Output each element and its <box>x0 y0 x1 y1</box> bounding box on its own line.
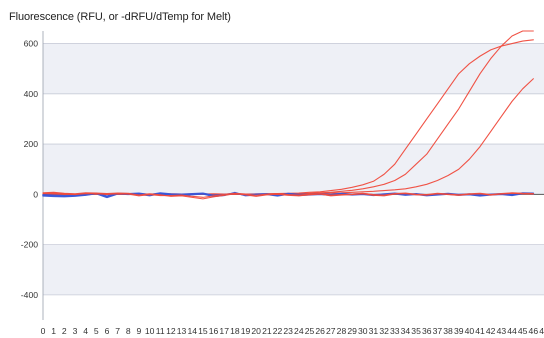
plot-band-1 <box>43 43 544 94</box>
x-tick-label: 16 <box>209 326 219 336</box>
x-tick-label: 23 <box>283 326 293 336</box>
x-tick-label: 41 <box>475 326 485 336</box>
plot-band-2 <box>43 144 544 195</box>
x-tick-label: 34 <box>401 326 411 336</box>
x-tick-label: 37 <box>433 326 443 336</box>
x-tick-label: 1 <box>51 326 56 336</box>
x-tick-label: 19 <box>241 326 251 336</box>
y-tick-label: 400 <box>24 89 39 99</box>
x-tick-label: 3 <box>73 326 78 336</box>
x-tick-label: 39 <box>454 326 464 336</box>
x-tick-label: 32 <box>379 326 389 336</box>
x-tick-label: 45 <box>518 326 528 336</box>
x-tick-label: 5 <box>94 326 99 336</box>
y-tick-label: 0 <box>33 189 38 199</box>
x-tick-label: 27 <box>326 326 336 336</box>
x-tick-label: 12 <box>166 326 176 336</box>
x-tick-label: 30 <box>358 326 368 336</box>
series-line-7[interactable] <box>42 192 534 198</box>
x-tick-label: 7 <box>115 326 120 336</box>
x-tick-label: 9 <box>137 326 142 336</box>
x-tick-label: 28 <box>337 326 347 336</box>
x-tick-label: 47 <box>539 326 544 336</box>
x-tick-label: 8 <box>126 326 131 336</box>
x-tick-label: 29 <box>347 326 357 336</box>
x-tick-label: 14 <box>187 326 197 336</box>
x-tick-label: 38 <box>443 326 453 336</box>
y-tick-label: 200 <box>24 139 39 149</box>
x-tick-label: 44 <box>507 326 517 336</box>
x-tick-label: 20 <box>251 326 261 336</box>
x-tick-label: 21 <box>262 326 272 336</box>
x-tick-label: 6 <box>105 326 110 336</box>
x-tick-label: 24 <box>294 326 304 336</box>
x-tick-label: 18 <box>230 326 240 336</box>
x-tick-label: 33 <box>390 326 400 336</box>
x-tick-label: 42 <box>486 326 496 336</box>
x-tick-label: 31 <box>369 326 379 336</box>
x-tick-label: 26 <box>315 326 325 336</box>
x-tick-label: 46 <box>529 326 539 336</box>
x-tick-label: 25 <box>305 326 315 336</box>
x-tick-label: 22 <box>273 326 283 336</box>
y-tick-label: 600 <box>24 39 39 49</box>
plot-title: Fluorescence (RFU, or -dRFU/dTemp for Me… <box>9 11 231 23</box>
x-tick-label: 17 <box>219 326 229 336</box>
x-tick-label: 15 <box>198 326 208 336</box>
x-tick-label: 40 <box>465 326 475 336</box>
y-tick-label: -400 <box>21 290 38 300</box>
plot-band-3 <box>43 244 544 295</box>
y-tick-label: -200 <box>21 240 38 250</box>
x-tick-label: 11 <box>156 326 165 336</box>
x-tick-label: 0 <box>41 326 46 336</box>
x-tick-label: 43 <box>497 326 507 336</box>
x-tick-label: 36 <box>422 326 432 336</box>
x-tick-label: 4 <box>83 326 88 336</box>
x-tick-label: 2 <box>62 326 67 336</box>
x-tick-label: 13 <box>177 326 187 336</box>
x-tick-label: 35 <box>411 326 421 336</box>
x-tick-label: 10 <box>145 326 155 336</box>
